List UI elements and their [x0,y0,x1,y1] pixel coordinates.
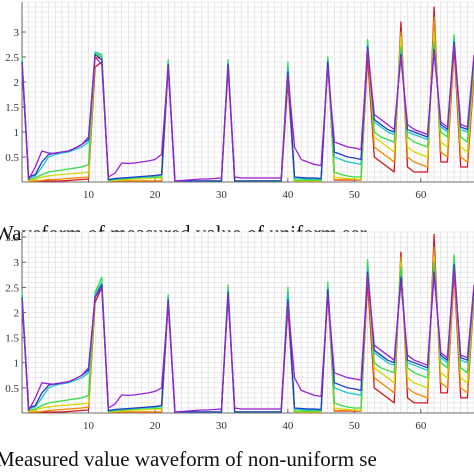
y-tick-label: 1.5 [5,102,19,114]
x-tick-label: 30 [216,189,228,201]
bottom-chart-panel: 0.5 1 1.5 2 2.5 3 3.5 10 20 30 40 50 60 [5,231,474,432]
y-tick-label: 1.5 [5,333,19,345]
x-tick-label: 20 [149,189,161,201]
x-tick-label: 50 [349,189,361,201]
top-series-line-7 [21,43,474,182]
top-chart-panel: 0.5 1 1.5 2 2.5 3 10 20 30 40 50 60 [5,1,474,201]
bottom-gridlines [21,231,474,414]
x-tick-label: 40 [282,189,294,201]
bottom-series-line-7 [21,266,474,413]
y-tick-label: 3.5 [5,232,19,244]
y-tick-label: 2 [14,307,20,319]
bottom-series-group [21,233,474,413]
x-tick-label: 10 [83,189,95,201]
top-series-group [21,6,474,182]
x-tick-label: 10 [83,420,95,432]
y-tick-label: 2 [14,77,20,89]
y-tick-label: 0.5 [5,152,19,164]
y-tick-label: 2.5 [5,52,19,64]
x-tick-label: 60 [415,420,427,432]
bottom-chart-caption: Measured value waveform of non-uniform s… [0,447,377,471]
x-tick-label: 60 [415,189,427,201]
y-tick-label: 1 [14,127,20,139]
y-tick-label: 3 [14,257,20,269]
x-tick-label: 40 [282,420,294,432]
y-tick-label: 3 [14,27,20,39]
y-tick-label: 2.5 [5,282,19,294]
y-tick-label: 1 [14,358,20,370]
x-tick-label: 30 [216,420,228,432]
x-tick-label: 20 [149,420,161,432]
y-tick-label: 0.5 [5,383,19,395]
x-tick-label: 50 [349,420,361,432]
